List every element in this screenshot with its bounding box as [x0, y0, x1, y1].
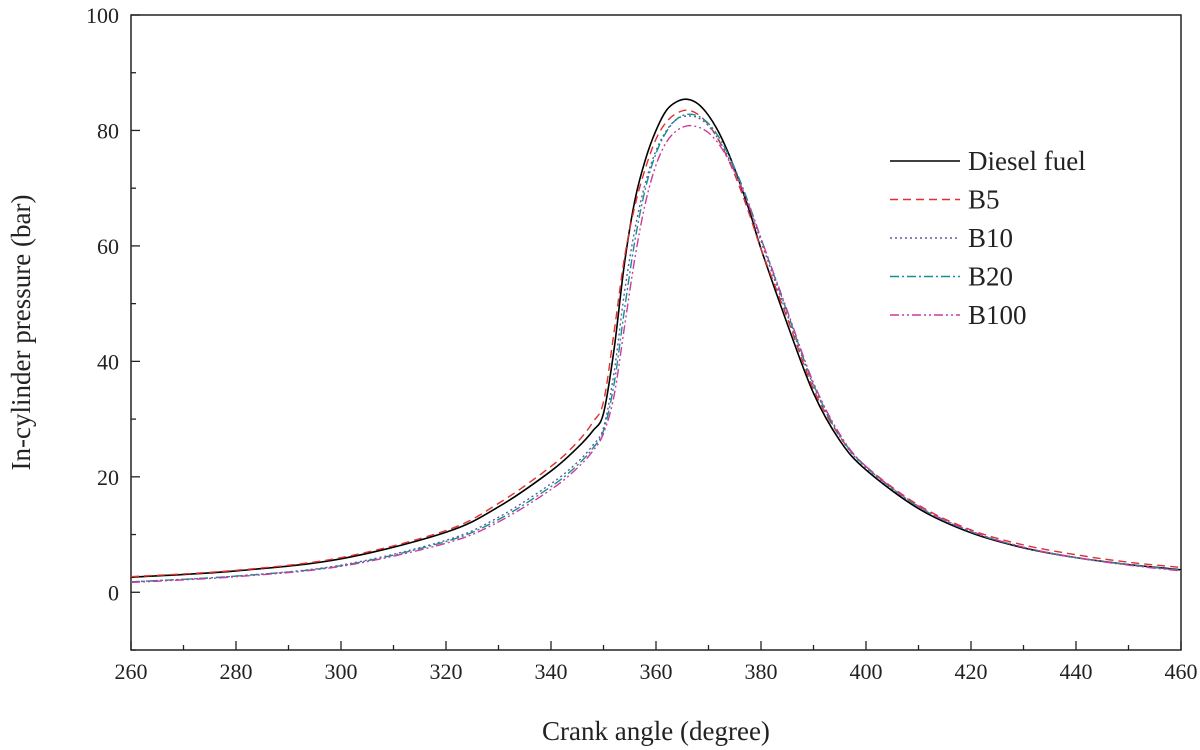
x-tick-label: 440 — [1060, 659, 1093, 684]
y-tick-label: 80 — [97, 118, 119, 143]
legend-label: B100 — [968, 300, 1027, 330]
x-axis-ticks: 260 280 300 320 340 360 380 400 420 440 460 — [115, 641, 1198, 684]
y-axis-ticks: 0 20 40 60 80 100 — [86, 3, 140, 651]
y-tick-label: 40 — [97, 349, 119, 374]
y-tick-label: 100 — [86, 3, 119, 28]
legend-label: B20 — [968, 262, 1013, 292]
y-axis-title: In-cylinder pressure (bar) — [6, 195, 36, 471]
x-tick-label: 380 — [745, 659, 778, 684]
x-tick-label: 460 — [1165, 659, 1198, 684]
y-tick-label: 0 — [108, 580, 119, 605]
legend-label: B5 — [968, 185, 1000, 215]
x-tick-label: 340 — [535, 659, 568, 684]
x-tick-label: 280 — [220, 659, 253, 684]
x-axis-title: Crank angle (degree) — [542, 716, 770, 746]
series-line-diesel-fuel — [130, 98, 1182, 579]
legend-label: B10 — [968, 223, 1013, 253]
y-tick-label: 60 — [97, 234, 119, 259]
series-line-b10 — [130, 115, 1182, 583]
x-tick-label: 400 — [850, 659, 883, 684]
legend: Diesel fuel B5 B10 B20 B100 — [890, 146, 1086, 330]
x-tick-label: 420 — [955, 659, 988, 684]
series-line-b5 — [130, 109, 1182, 578]
series-line-b20 — [130, 113, 1182, 583]
x-tick-label: 260 — [115, 659, 148, 684]
series-line-b100 — [130, 124, 1182, 584]
x-tick-label: 320 — [430, 659, 463, 684]
legend-label: Diesel fuel — [968, 146, 1086, 176]
axes-group — [130, 14, 1182, 651]
plot-frame — [130, 14, 1182, 651]
x-tick-label: 360 — [640, 659, 673, 684]
x-tick-label: 300 — [325, 659, 358, 684]
series-lines — [130, 98, 1182, 584]
y-tick-label: 20 — [97, 465, 119, 490]
